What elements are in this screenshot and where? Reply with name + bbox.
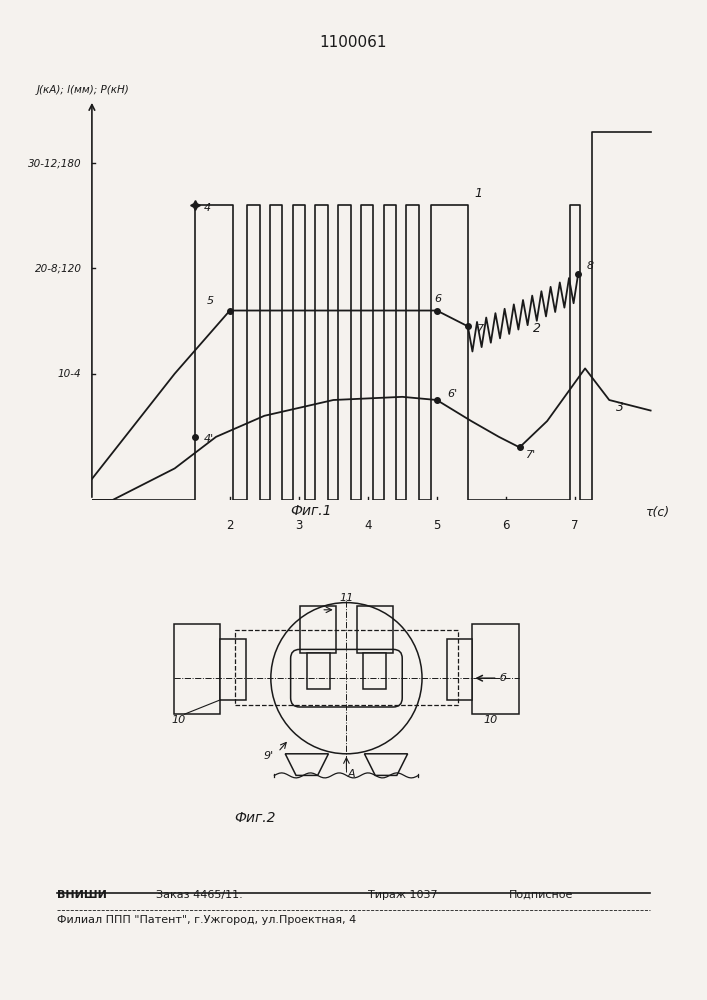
Text: Заказ 4465/11.: Заказ 4465/11. (156, 890, 243, 900)
Bar (221, 639, 245, 700)
Bar (363, 653, 386, 689)
Text: 9': 9' (264, 751, 274, 761)
Text: 2: 2 (533, 322, 542, 335)
Bar (357, 606, 393, 653)
Text: 10-4: 10-4 (58, 369, 81, 379)
Text: 8: 8 (587, 261, 594, 271)
Text: 3: 3 (295, 519, 303, 532)
Text: J(кА); l(мм); P(кН): J(кА); l(мм); P(кН) (37, 85, 129, 95)
Text: Тираж 1037: Тираж 1037 (368, 890, 437, 900)
Text: 2: 2 (226, 519, 233, 532)
Text: 10: 10 (172, 715, 186, 725)
Bar (472, 624, 519, 714)
Bar (235, 630, 458, 705)
Text: 11: 11 (339, 593, 354, 603)
Text: 5: 5 (433, 519, 440, 532)
Text: Филиал ППП "Патент", г.Ужгород, ул.Проектная, 4: Филиал ППП "Патент", г.Ужгород, ул.Проек… (57, 915, 356, 925)
Text: 6': 6' (447, 389, 457, 399)
Text: Фиг.2: Фиг.2 (234, 811, 275, 825)
Text: 4: 4 (204, 203, 211, 213)
Polygon shape (285, 754, 329, 775)
Bar (307, 653, 330, 689)
Text: 4': 4' (204, 434, 214, 444)
Text: ВНИШИ: ВНИШИ (57, 890, 107, 900)
Text: 4: 4 (364, 519, 372, 532)
Text: A: A (348, 769, 356, 779)
Text: 3: 3 (616, 401, 624, 414)
Text: 10: 10 (484, 715, 498, 725)
Bar (448, 639, 472, 700)
Text: 30-12;180: 30-12;180 (28, 158, 81, 168)
Text: 1: 1 (474, 187, 483, 200)
Bar (300, 606, 336, 653)
Text: 5: 5 (207, 296, 214, 306)
Text: 7': 7' (527, 450, 537, 460)
Text: 7: 7 (571, 519, 578, 532)
Text: 1100061: 1100061 (320, 35, 387, 50)
Polygon shape (364, 754, 408, 775)
Text: 6: 6 (435, 294, 442, 304)
Text: 6: 6 (502, 519, 510, 532)
Bar (174, 624, 221, 714)
Text: 7: 7 (477, 324, 484, 334)
Text: Подписное: Подписное (509, 890, 573, 900)
Text: Фиг.1: Фиг.1 (291, 504, 332, 518)
Text: б: б (499, 673, 506, 683)
Text: τ(c): τ(c) (645, 506, 670, 519)
Text: 20-8;120: 20-8;120 (35, 263, 81, 273)
